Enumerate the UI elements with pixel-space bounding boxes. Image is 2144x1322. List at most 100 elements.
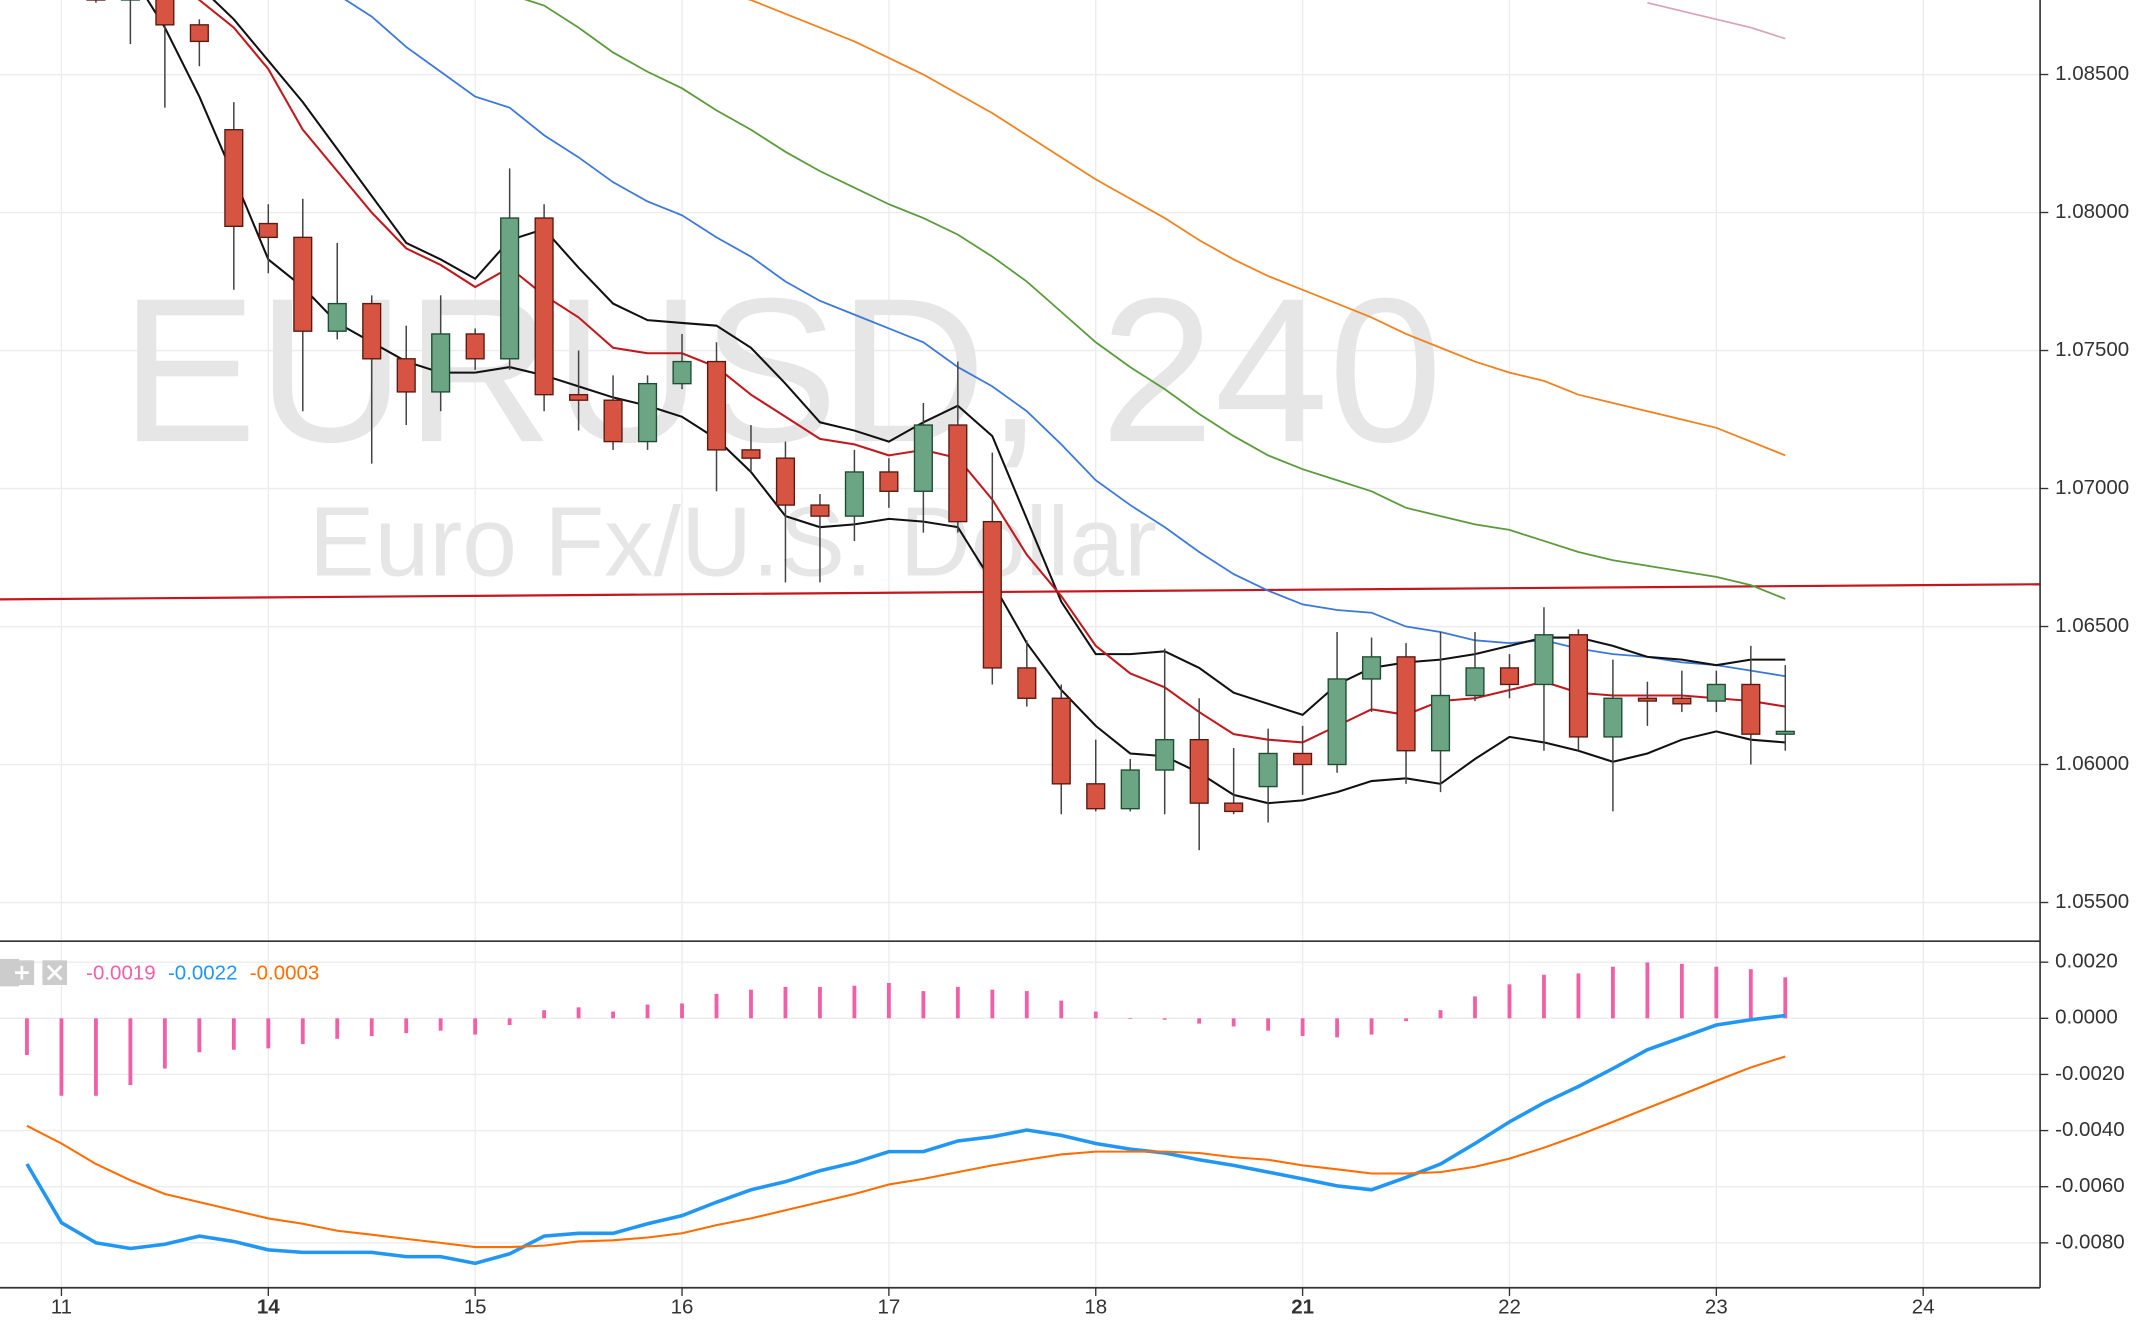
y-tick-label: 0.0020 <box>2055 950 2118 973</box>
histogram-bar <box>1679 963 1684 1019</box>
macd-readout: -0.0019 -0.0022 -0.0003 <box>86 961 319 984</box>
candle-body <box>500 217 520 360</box>
y-tick-label: 1.07500 <box>2055 338 2129 361</box>
candle-body <box>258 222 278 239</box>
x-tick-label: 11 <box>51 1296 72 1319</box>
histogram-bar <box>438 1018 443 1031</box>
histogram-bar <box>990 989 995 1019</box>
candle-body <box>706 360 727 451</box>
moving-average <box>197 0 1786 744</box>
candle-body <box>603 399 623 443</box>
histogram-bar <box>1266 1018 1271 1031</box>
x-tick-label: 16 <box>671 1296 694 1319</box>
histogram-bar <box>1335 1018 1340 1038</box>
candle-body <box>1672 697 1692 705</box>
candle-body <box>1568 634 1588 738</box>
histogram-bar <box>369 1018 374 1036</box>
candle-body <box>1499 667 1520 686</box>
y-tick-label: 1.06500 <box>2055 614 2129 637</box>
histogram-bar <box>1473 996 1477 1019</box>
histogram-bar <box>1610 966 1615 1019</box>
histogram-bar <box>266 1018 271 1049</box>
axis-labels: 11 14 15 16 17 18 21 22 23 24 1.05500 1.06000 1.0650… <box>51 62 2129 1319</box>
x-tick-label: 14 <box>257 1296 280 1319</box>
histogram-bar <box>1369 1018 1374 1035</box>
histogram-bar <box>1197 1018 1202 1024</box>
histogram-bar <box>1714 966 1719 1019</box>
histogram-bar <box>1093 1011 1098 1019</box>
histogram-bar <box>1300 1018 1305 1036</box>
macd-pane <box>25 962 1788 1266</box>
moving-average <box>747 0 1786 457</box>
histogram-bar <box>1404 1018 1408 1022</box>
histogram-bar <box>1024 991 1029 1019</box>
histogram-bar <box>128 1018 133 1086</box>
histogram-bar <box>1783 977 1788 1019</box>
histogram-bar <box>1645 962 1650 1019</box>
histogram-bar <box>162 1018 167 1069</box>
histogram-bar <box>404 1018 409 1034</box>
candle-body <box>948 424 968 523</box>
candle-body <box>1603 697 1623 738</box>
histogram-bar <box>645 1004 650 1019</box>
x-tick-label: 21 <box>1291 1296 1314 1319</box>
trendline <box>0 583 2041 601</box>
histogram-bar <box>1059 1000 1064 1019</box>
x-tick-label: 23 <box>1705 1296 1728 1319</box>
histogram-bar <box>852 985 857 1019</box>
y-tick-label: 1.08500 <box>2055 62 2129 85</box>
y-tick-label: 1.06000 <box>2055 752 2129 775</box>
readout-value: -0.0003 <box>250 961 320 984</box>
histogram-bar <box>818 986 822 1019</box>
candle-body <box>1361 656 1382 680</box>
macd-line <box>25 1013 1786 1266</box>
histogram-bar <box>1128 1018 1133 1019</box>
candle-body <box>879 471 899 492</box>
histogram-bar <box>231 1018 236 1050</box>
candle-body <box>1017 667 1037 699</box>
candle-body <box>810 504 830 517</box>
candle-body <box>465 333 485 360</box>
candle-body <box>534 217 554 396</box>
candle-body <box>1224 802 1244 813</box>
y-tick-label: -0.0080 <box>2055 1230 2125 1253</box>
candle-body <box>569 393 589 401</box>
histogram-bar <box>714 993 719 1019</box>
candle-body <box>1051 697 1071 785</box>
histogram-bar <box>335 1018 340 1039</box>
histogram-bar <box>1162 1018 1167 1020</box>
candle-body <box>913 424 933 492</box>
moving-average <box>344 0 1786 678</box>
watermark-subtitle: Euro Fx/U.S. Dollar <box>309 486 1157 596</box>
histogram-bar <box>507 1018 512 1026</box>
moving-average <box>523 0 1786 600</box>
histogram-bar <box>749 989 753 1019</box>
control-icon <box>15 965 29 980</box>
price-pane <box>0 0 2041 851</box>
candle-body <box>637 382 658 443</box>
watermark: EURUSD, 240 <box>120 255 1442 485</box>
histogram-bar <box>1507 984 1512 1019</box>
x-tick-label: 17 <box>877 1296 900 1319</box>
candle-body <box>741 449 761 459</box>
candle-body <box>1120 769 1140 810</box>
pane-controls[interactable] <box>0 958 67 987</box>
candle-body <box>327 302 347 332</box>
readout-value: -0.0022 <box>168 961 238 984</box>
histogram-bar <box>680 1003 684 1019</box>
histogram-bar <box>1231 1018 1236 1027</box>
candle-body <box>1293 752 1313 766</box>
y-tick-label: 0.0000 <box>2055 1006 2118 1029</box>
candle-body <box>775 457 796 506</box>
candle-body <box>1155 738 1175 771</box>
macd-line <box>26 1055 1786 1249</box>
candle-body <box>189 24 209 43</box>
candle-body <box>1327 678 1347 766</box>
candle-body <box>1706 683 1726 702</box>
histogram-bar <box>955 986 960 1019</box>
histogram-bar <box>197 1018 202 1053</box>
x-tick-label: 24 <box>1912 1296 1935 1319</box>
histogram-bar <box>59 1018 64 1096</box>
